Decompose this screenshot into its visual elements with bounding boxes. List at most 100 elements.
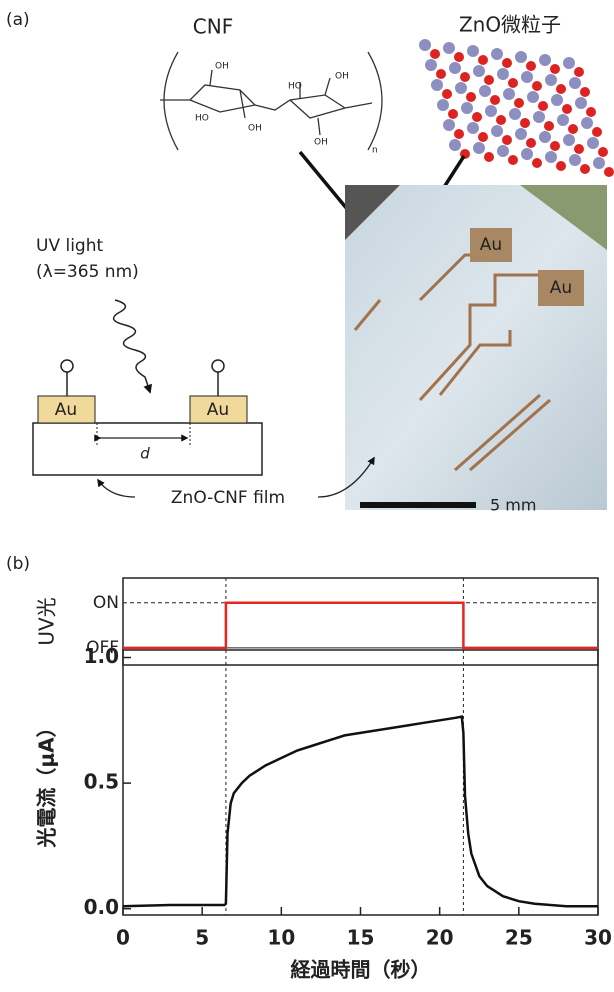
y-tick-label: ON [93,593,119,613]
atom [484,152,494,162]
atom [515,128,527,140]
atom [581,117,593,129]
atom [473,142,485,154]
x-tick-label: 10 [267,926,295,950]
atom [604,167,614,177]
structure-label: OH [335,72,349,82]
gap-label: d [140,445,150,463]
uv-wave [114,300,150,392]
x-tick-label: 20 [426,926,454,950]
series-line [123,717,598,907]
atom [514,98,524,108]
atom [563,134,575,146]
atom [580,87,590,97]
atom [490,95,500,105]
atom [532,158,542,168]
y-axis-label: UV光 [35,597,59,645]
panel-a: (a) CNF ZnO微粒子 OH HO HO OH OH OH n [6,10,614,515]
atom [491,48,503,60]
plot-frame [123,650,598,915]
atom [592,127,602,137]
structure-label: HO [288,82,302,92]
structure-label: OH [248,124,262,134]
film-label: ZnO-CNF film [171,488,285,508]
atom [497,145,509,157]
atom [449,139,461,151]
atom [436,69,446,79]
atom [443,42,455,54]
atom [448,109,458,119]
panel-b: OFFONUV光0.00.51.0051015202530光電流（μA）経過時間… [35,578,612,982]
atom [545,74,557,86]
atom [478,55,488,65]
plot-frame [123,578,598,665]
x-tick-label: 15 [347,926,375,950]
atom [455,82,467,94]
atom [532,81,542,91]
atom [485,105,497,117]
atom [502,58,512,68]
atom [491,125,503,137]
atom [574,67,584,77]
x-tick-label: 0 [116,926,130,950]
cnf-label: CNF [193,15,233,39]
atom [575,97,587,109]
x-axis-label: 経過時間（秒） [291,958,431,982]
atom [550,64,560,74]
atom [538,101,548,111]
atom [557,114,569,126]
atom [556,161,566,171]
electrode-label: Au [207,400,229,420]
y-tick-label: 0.0 [84,895,119,919]
panel-label: (a) [6,10,30,30]
atom [460,72,470,82]
series-line [123,603,598,648]
atom [533,111,545,123]
atom [478,132,488,142]
wavelength-label: (λ=365 nm) [36,262,139,282]
atom [515,51,527,63]
atom [503,88,515,100]
atom [467,122,479,134]
x-tick-label: 30 [584,926,612,950]
atom [526,138,536,148]
atom [569,154,581,166]
atom [539,54,551,66]
atom [521,148,533,160]
atom [484,75,494,85]
uv-label: UV light [36,236,103,256]
atom [425,59,437,71]
zno-label: ZnO微粒子 [459,13,561,37]
atom [419,39,431,51]
atom [502,135,512,145]
atom [550,141,560,151]
atom [580,164,590,174]
scale-label: 5 mm [490,496,536,515]
atom [520,118,530,128]
photo: Au Au [345,185,607,510]
atom [431,79,443,91]
structure-label: OH [314,138,328,148]
atom [521,71,533,83]
atom [508,155,518,165]
atom [496,115,506,125]
atom [587,137,599,149]
atom [551,94,563,106]
x-tick-label: 5 [195,926,209,950]
atom [544,121,554,131]
scale-bar [360,502,476,508]
structure-label: HO [195,114,209,124]
atom [556,84,566,94]
atom [449,62,461,74]
atom [509,108,521,120]
atom [569,77,581,89]
atom [563,57,575,69]
cnf-structure [160,52,382,150]
y-tick-label: 0.5 [84,770,119,794]
atom [539,131,551,143]
atom [527,91,539,103]
x-tick-label: 25 [505,926,533,950]
atom [454,129,464,139]
structure-label: n [372,146,378,156]
electrode-label: Au [55,400,77,420]
